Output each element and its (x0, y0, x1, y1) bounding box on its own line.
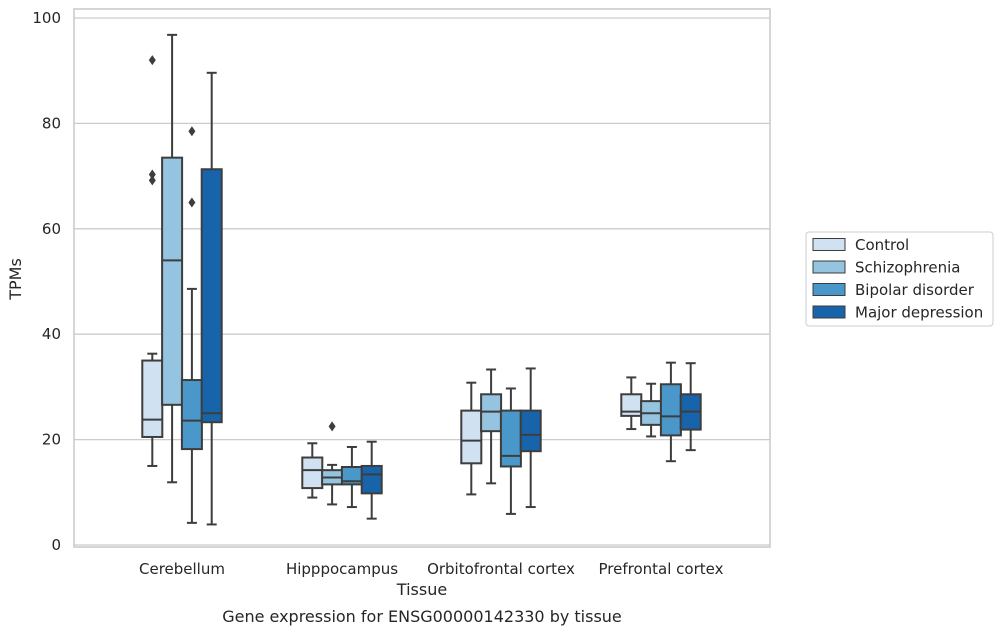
box-bipolar-disorder (180, 126, 203, 524)
legend-label: Schizophrenia (855, 259, 960, 277)
box-major-depression (519, 367, 542, 509)
legend-item: Schizophrenia (812, 259, 960, 277)
y-tick-label: 20 (42, 431, 61, 449)
legend-item: Control (812, 236, 909, 254)
box-iqr (180, 379, 203, 451)
legend: Control Schizophrenia Bipolar disorder Majo… (805, 231, 994, 327)
box-iqr (360, 464, 383, 495)
box-schizophrenia (321, 463, 344, 506)
legend-frame (805, 231, 994, 327)
y-tick-label: 0 (51, 536, 61, 554)
box-control (141, 352, 164, 467)
x-tick-label: Prefrontal cortex (599, 560, 724, 578)
y-axis-label: TPMs (6, 258, 25, 301)
outlier-marker (188, 126, 196, 137)
plot-frame (73, 8, 771, 548)
x-tick-label: Hipppocampus (286, 560, 398, 578)
outlier-marker (148, 55, 156, 66)
box-schizophrenia (480, 368, 503, 485)
outlier-marker (328, 421, 336, 432)
legend-swatch (812, 283, 846, 296)
x-tick-label: Orbitofrontal cortex (427, 560, 575, 578)
legend-label: Major depression (855, 304, 983, 322)
box-schizophrenia (161, 33, 184, 484)
boxes (141, 33, 702, 526)
box-iqr (200, 168, 223, 424)
box-control (620, 376, 643, 431)
legend-swatch (812, 305, 846, 319)
legend-label: Bipolar disorder (855, 281, 975, 299)
legend-item: Bipolar disorder (812, 281, 975, 299)
outlier-marker (148, 175, 156, 186)
y-tick-label: 40 (42, 325, 61, 343)
box-iqr (480, 393, 503, 433)
y-tick-label: 80 (42, 114, 61, 132)
box-schizophrenia (640, 382, 663, 438)
x-axis-label: Tissue (396, 580, 447, 599)
box-iqr (161, 156, 184, 406)
outlier-marker (188, 197, 196, 208)
legend-swatch (812, 260, 846, 274)
legend-items: Control Schizophrenia Bipolar disorder Majo… (812, 236, 983, 322)
y-tick-label: 100 (32, 9, 61, 27)
y-tick-labels: 0 20 40 60 80 100 (32, 9, 61, 554)
y-tick-label: 60 (42, 220, 61, 238)
legend-label: Control (855, 236, 909, 254)
box-iqr (301, 456, 324, 490)
box-iqr (659, 383, 682, 437)
box-major-depression (679, 362, 702, 452)
box-major-depression (200, 71, 223, 526)
box-control (301, 442, 324, 499)
x-tick-labels: Cerebellum Hipppocampus Orbitofrontal cort… (139, 560, 724, 578)
x-tick-label: Cerebellum (139, 560, 225, 578)
box-iqr (460, 409, 483, 465)
box-iqr (499, 409, 522, 468)
box-bipolar-disorder (659, 361, 682, 463)
box-major-depression (360, 440, 383, 520)
outlier-marker (148, 169, 156, 180)
box-iqr (519, 409, 542, 453)
chart-caption: Gene expression for ENSG00000142330 by t… (222, 607, 622, 626)
box-bipolar-disorder (340, 445, 363, 509)
box-iqr (141, 359, 164, 438)
legend-item: Major depression (812, 304, 983, 322)
box-bipolar-disorder (499, 387, 522, 515)
box-control (460, 381, 483, 496)
legend-swatch (812, 238, 846, 251)
